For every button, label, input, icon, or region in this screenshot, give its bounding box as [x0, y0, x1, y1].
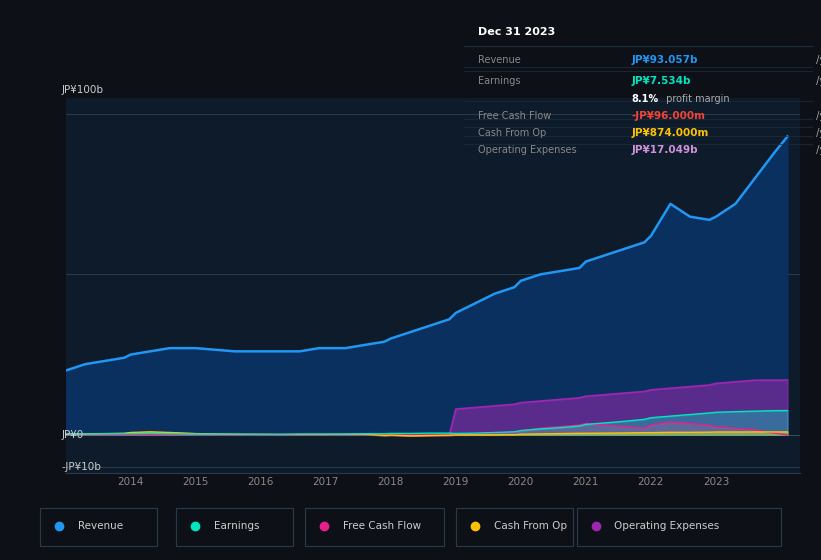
- Text: JP¥0: JP¥0: [62, 430, 84, 440]
- Text: JP¥100b: JP¥100b: [62, 85, 103, 95]
- Text: Revenue: Revenue: [78, 521, 123, 531]
- Text: Earnings: Earnings: [478, 76, 521, 86]
- Text: JP¥17.049b: JP¥17.049b: [631, 145, 698, 155]
- Text: 8.1%: 8.1%: [631, 94, 658, 104]
- Text: Cash From Op: Cash From Op: [493, 521, 566, 531]
- Text: -JP¥10b: -JP¥10b: [62, 462, 102, 472]
- Text: /yr: /yr: [813, 55, 821, 65]
- Text: /yr: /yr: [813, 111, 821, 121]
- Text: Revenue: Revenue: [478, 55, 521, 65]
- Text: JP¥7.534b: JP¥7.534b: [631, 76, 690, 86]
- Text: /yr: /yr: [813, 76, 821, 86]
- Text: profit margin: profit margin: [663, 94, 729, 104]
- Text: Free Cash Flow: Free Cash Flow: [342, 521, 420, 531]
- Text: -JP¥96.000m: -JP¥96.000m: [631, 111, 705, 121]
- Text: Cash From Op: Cash From Op: [478, 128, 546, 138]
- Text: /yr: /yr: [813, 145, 821, 155]
- Text: JP¥93.057b: JP¥93.057b: [631, 55, 698, 65]
- Text: /yr: /yr: [813, 128, 821, 138]
- Text: Free Cash Flow: Free Cash Flow: [478, 111, 551, 121]
- Text: JP¥874.000m: JP¥874.000m: [631, 128, 709, 138]
- Text: Operating Expenses: Operating Expenses: [614, 521, 720, 531]
- Text: Earnings: Earnings: [214, 521, 259, 531]
- Text: Operating Expenses: Operating Expenses: [478, 145, 576, 155]
- Text: Dec 31 2023: Dec 31 2023: [478, 27, 555, 37]
